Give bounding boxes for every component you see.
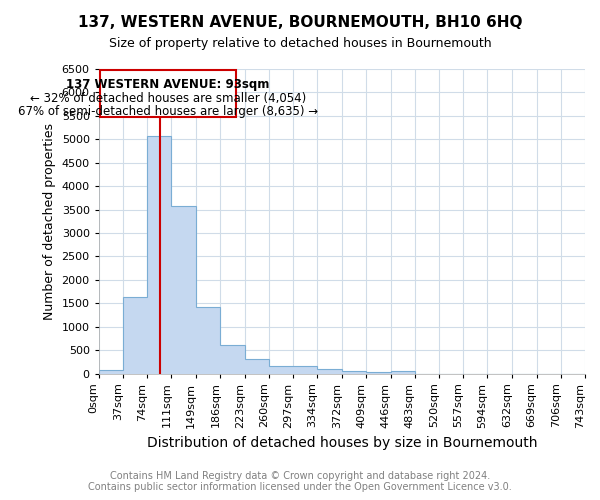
FancyBboxPatch shape — [100, 70, 236, 117]
Y-axis label: Number of detached properties: Number of detached properties — [43, 123, 56, 320]
Text: 137 WESTERN AVENUE: 93sqm: 137 WESTERN AVENUE: 93sqm — [67, 78, 270, 92]
Text: 67% of semi-detached houses are larger (8,635) →: 67% of semi-detached houses are larger (… — [18, 105, 318, 118]
Text: ← 32% of detached houses are smaller (4,054): ← 32% of detached houses are smaller (4,… — [30, 92, 306, 106]
Text: 137, WESTERN AVENUE, BOURNEMOUTH, BH10 6HQ: 137, WESTERN AVENUE, BOURNEMOUTH, BH10 6… — [78, 15, 522, 30]
Text: Size of property relative to detached houses in Bournemouth: Size of property relative to detached ho… — [109, 38, 491, 51]
X-axis label: Distribution of detached houses by size in Bournemouth: Distribution of detached houses by size … — [146, 436, 537, 450]
Text: Contains HM Land Registry data © Crown copyright and database right 2024.
Contai: Contains HM Land Registry data © Crown c… — [88, 471, 512, 492]
